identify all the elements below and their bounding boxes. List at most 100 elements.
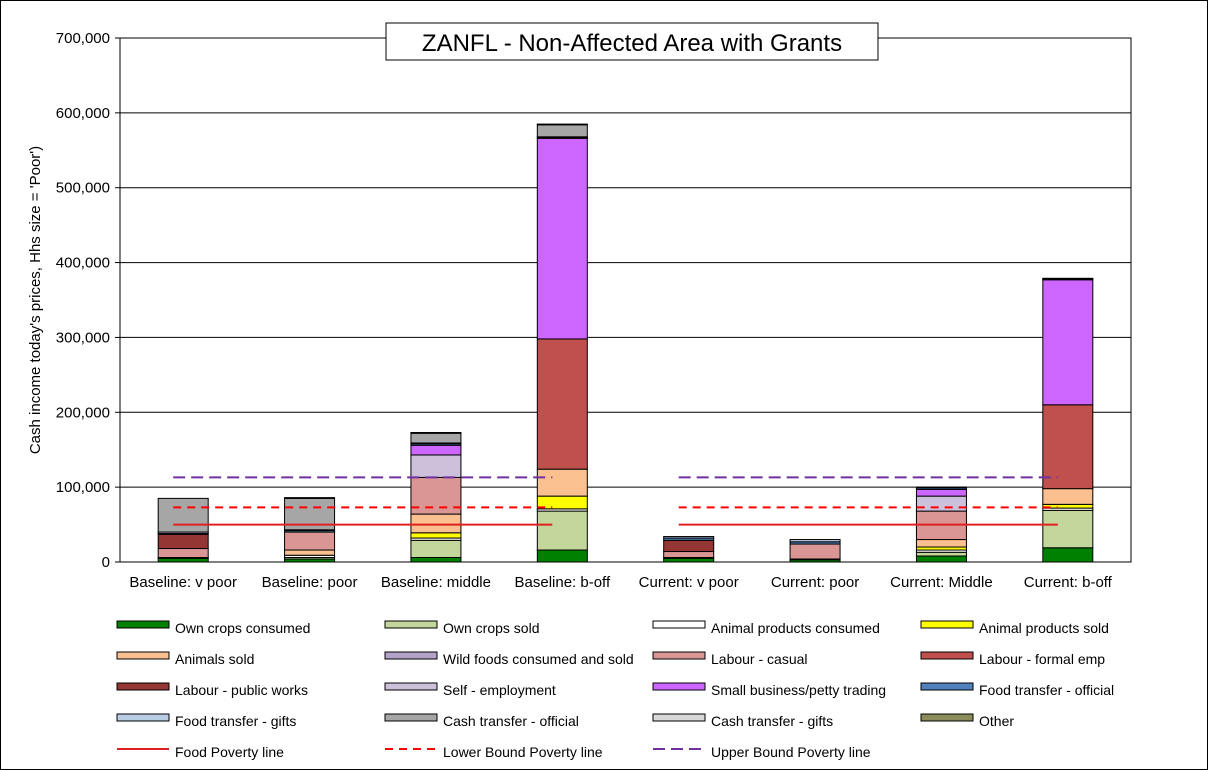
legend-label: Own crops consumed <box>175 620 310 636</box>
bar-segment <box>1042 277 1094 280</box>
bar-segment <box>1042 404 1094 490</box>
bar-segment <box>915 486 967 489</box>
y-axis-ticks: 0 100,000 200,000 300,000 400,000 500,000 600,… <box>56 30 120 571</box>
legend-label: Upper Bound Poverty line <box>711 744 871 760</box>
legend-label: Labour - casual <box>711 651 808 667</box>
legend-swatch <box>920 682 974 691</box>
legend-item: Labour - public works <box>116 682 308 698</box>
legend: Own crops consumed Own crops sold Animal p… <box>116 620 1114 760</box>
legend-item: Upper Bound Poverty line <box>653 744 871 760</box>
legend-label: Food transfer - official <box>979 682 1114 698</box>
y-tick-label: 500,000 <box>56 180 110 197</box>
legend-item: Animals sold <box>116 651 254 667</box>
bar-stack <box>663 536 715 563</box>
legend-item: Animal products consumed <box>652 620 880 636</box>
legend-label: Other <box>979 713 1014 729</box>
bar-segment <box>410 539 462 559</box>
legend-swatch <box>384 713 438 722</box>
bar-stack <box>789 539 841 563</box>
x-tick-label: Current: v poor <box>639 574 739 591</box>
y-tick-label: 200,000 <box>56 404 110 421</box>
y-tick-label: 300,000 <box>56 329 110 346</box>
bar-segment <box>157 548 209 559</box>
bar-segment <box>536 510 588 551</box>
bar-segment <box>410 431 462 434</box>
chart-title: ZANFL - Non-Affected Area with Grants <box>422 30 842 57</box>
legend-label: Animal products sold <box>979 620 1109 636</box>
bar-segment <box>536 338 588 470</box>
legend-swatch <box>920 713 974 722</box>
legend-label: Cash transfer - gifts <box>711 713 833 729</box>
legend-label: Lower Bound Poverty line <box>443 744 603 760</box>
legend-swatch <box>652 713 706 722</box>
legend-item: Small business/petty trading <box>652 682 886 698</box>
x-tick-label: Baseline: poor <box>262 574 358 591</box>
bar-segment <box>915 555 967 563</box>
x-tick-label: Baseline: b-off <box>515 574 611 591</box>
bar-segment <box>410 444 462 456</box>
bar-segment <box>410 557 462 563</box>
bar-segment <box>410 532 462 539</box>
bar-segment <box>284 531 336 551</box>
bar-segment <box>410 513 462 534</box>
bar-segment <box>410 432 462 444</box>
legend-label: Wild foods consumed and sold <box>443 651 634 667</box>
bar-segment <box>536 137 588 340</box>
bar-segment <box>1042 279 1094 406</box>
bar-stack <box>410 431 462 563</box>
bar-segment <box>915 539 967 548</box>
y-tick-label: 700,000 <box>56 30 110 47</box>
title-box <box>385 22 879 61</box>
x-axis-ticks: Baseline: v poor Baseline: poor Baseline: … <box>129 574 1112 591</box>
bar-segment <box>536 468 588 497</box>
bar-segment <box>157 497 209 533</box>
legend-swatch <box>652 620 706 629</box>
bar-segment <box>1042 488 1094 505</box>
legend-item: Animal products sold <box>920 620 1109 636</box>
bar-segment <box>536 124 588 138</box>
y-tick-label: 0 <box>102 554 110 571</box>
legend-item: Self - employment <box>384 682 556 698</box>
poverty-lines <box>173 476 1058 526</box>
legend-swatch <box>116 682 170 691</box>
bars <box>157 123 1094 563</box>
legend-label: Self - employment <box>443 682 556 698</box>
legend-label: Small business/petty trading <box>711 682 886 698</box>
bar-segment <box>789 539 841 543</box>
bar-segment <box>157 557 209 563</box>
legend-label: Labour - public works <box>175 682 308 698</box>
legend-item: Lower Bound Poverty line <box>385 744 603 760</box>
legend-item: Own crops consumed <box>116 620 310 636</box>
bar-segment <box>915 488 967 497</box>
legend-item: Food transfer - official <box>920 682 1114 698</box>
x-tick-label: Current: b-off <box>1024 574 1113 591</box>
bar-segment <box>663 551 715 559</box>
legend-label: Food transfer - gifts <box>175 713 296 729</box>
plot-area <box>119 37 1132 563</box>
x-tick-label: Current: poor <box>771 574 859 591</box>
y-axis-label: Cash income today's prices, Hhs size = '… <box>27 146 44 454</box>
legend-label: Animals sold <box>175 651 254 667</box>
legend-label: Own crops sold <box>443 620 539 636</box>
legend-swatch <box>116 620 170 629</box>
legend-item: Other <box>920 713 1014 729</box>
legend-item: Own crops sold <box>384 620 539 636</box>
legend-swatch <box>652 651 706 660</box>
legend-swatch <box>384 620 438 629</box>
legend-swatch <box>384 651 438 660</box>
bar-stack <box>1042 277 1094 563</box>
bar-segment <box>410 476 462 515</box>
bar-segment <box>663 557 715 563</box>
bar-segment <box>1042 509 1094 549</box>
bar-segment <box>915 495 967 512</box>
legend-swatch <box>384 682 438 691</box>
bar-segment <box>663 539 715 553</box>
legend-label: Animal products consumed <box>711 620 880 636</box>
bar-segment <box>157 533 209 550</box>
bar-segment <box>284 549 336 556</box>
legend-item: Cash transfer - official <box>384 713 579 729</box>
legend-label: Food Poverty line <box>175 744 284 760</box>
bar-segment <box>284 497 336 499</box>
